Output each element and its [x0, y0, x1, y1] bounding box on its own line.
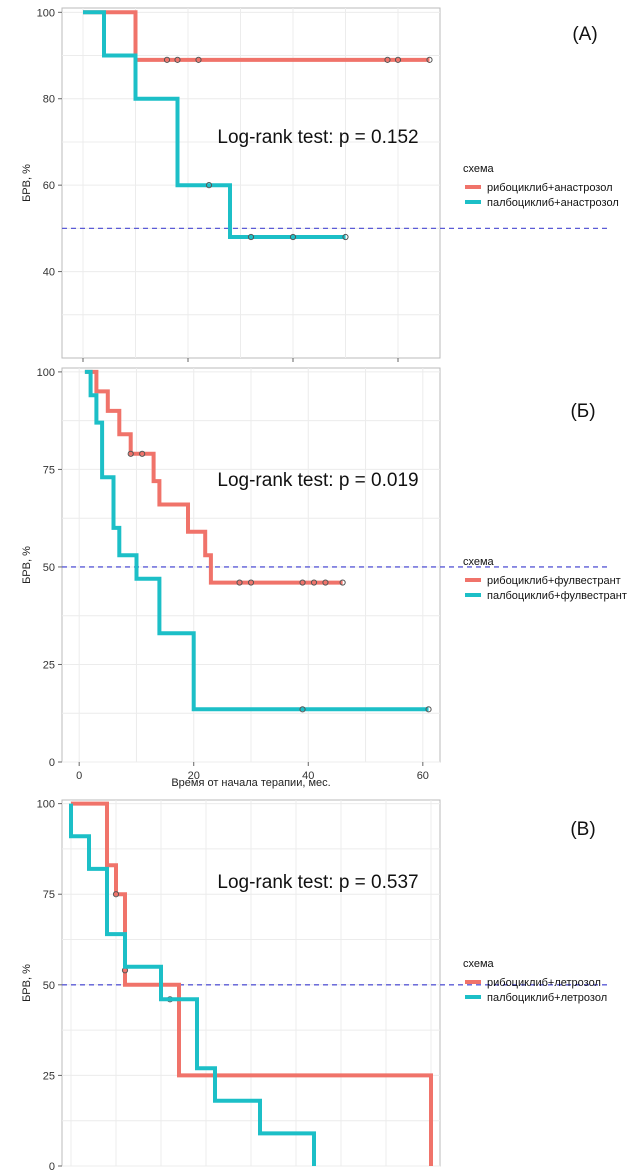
- y-tick-label: 0: [49, 1161, 55, 1171]
- y-tick-label: 75: [43, 889, 55, 901]
- censor-mark: [299, 579, 306, 586]
- survival-curve-ribociclib: [84, 369, 343, 585]
- log-rank-annotation: Log-rank test: p = 0.019: [217, 470, 418, 491]
- survival-curve-ribociclib: [71, 801, 433, 1166]
- survival-curve-palbociclib: [84, 369, 429, 712]
- panel-label: (В): [570, 819, 595, 840]
- censor-mark: [127, 450, 134, 457]
- censor-mark: [205, 182, 213, 189]
- legend-title: схема: [463, 958, 495, 970]
- censor-mark: [425, 706, 432, 713]
- censor-mark: [163, 56, 171, 63]
- y-tick-label: 40: [43, 267, 55, 279]
- y-tick-label: 50: [43, 980, 55, 992]
- censor-mark: [247, 233, 255, 241]
- x-tick-label: 60: [417, 770, 429, 782]
- y-axis-title: БРВ, %: [21, 964, 33, 1002]
- censor-mark: [384, 56, 391, 63]
- km-panel-3: 0 25 50 75 100 БРВ, % Log-rank test: p = 0.537…: [21, 799, 610, 1171]
- legend-entry: палбоциклиб+летрозол: [487, 992, 607, 1004]
- censor-mark: [342, 233, 349, 241]
- legend-entry: палбоциклиб+фулвестрант: [487, 590, 627, 602]
- y-tick-label: 100: [37, 7, 55, 19]
- log-rank-annotation: Log-rank test: p = 0.537: [217, 872, 418, 893]
- y-tick-label: 25: [43, 1070, 55, 1082]
- legend-entry: палбоциклиб+анастрозол: [487, 197, 619, 209]
- x-tick-label: 0: [76, 770, 82, 782]
- legend-title: схема: [463, 556, 495, 568]
- censor-mark: [339, 579, 346, 586]
- censor-mark: [139, 450, 146, 457]
- survival-curve-palbociclib: [83, 10, 346, 239]
- y-tick-label: 60: [43, 180, 55, 192]
- y-axis-title: БРВ, %: [21, 546, 33, 584]
- log-rank-annotation: Log-rank test: p = 0.152: [217, 127, 418, 148]
- km-panel-1: 4060801000102030БРВ, %Время от начала те…: [21, 7, 619, 387]
- x-tick-label: 40: [302, 770, 314, 782]
- y-axis-title: БРВ, %: [21, 164, 33, 202]
- x-axis-title: Время от начала терапии, мес.: [171, 777, 330, 789]
- y-tick-label: 80: [43, 94, 55, 106]
- censor-mark: [236, 579, 243, 586]
- censor-mark: [195, 56, 202, 63]
- survival-curve-palbociclib: [69, 803, 316, 1166]
- y-tick-label: 50: [43, 562, 55, 574]
- censor-mark: [174, 56, 181, 63]
- censor-mark: [289, 233, 297, 241]
- y-tick-label: 75: [43, 464, 55, 476]
- censor-mark: [394, 56, 402, 63]
- y-tick-label: 0: [49, 757, 55, 769]
- survival-curve-ribociclib: [83, 10, 430, 62]
- legend-entry: рибоциклиб+летрозол: [487, 977, 601, 989]
- censor-mark: [299, 706, 306, 713]
- km-panel-2: 0 25 50 75 100 0 20 40 60 БРВ, % Время от начала т…: [21, 367, 627, 789]
- y-tick-label: 100: [37, 799, 55, 811]
- censor-mark: [310, 579, 318, 586]
- panel-label: (Б): [570, 401, 595, 422]
- x-tick-label: 20: [188, 770, 200, 782]
- plot-frame: [61, 7, 441, 359]
- censor-mark: [426, 56, 433, 63]
- censor-mark: [247, 579, 255, 586]
- legend-entry: рибоциклиб+фулвестрант: [487, 575, 621, 587]
- censor-mark: [322, 579, 329, 586]
- y-tick-label: 100: [37, 367, 55, 379]
- censor-mark: [112, 891, 120, 898]
- legend-title: схема: [463, 163, 495, 175]
- legend-entry: рибоциклиб+анастрозол: [487, 182, 613, 194]
- panel-label: (A): [572, 24, 597, 45]
- y-tick-label: 25: [43, 659, 55, 671]
